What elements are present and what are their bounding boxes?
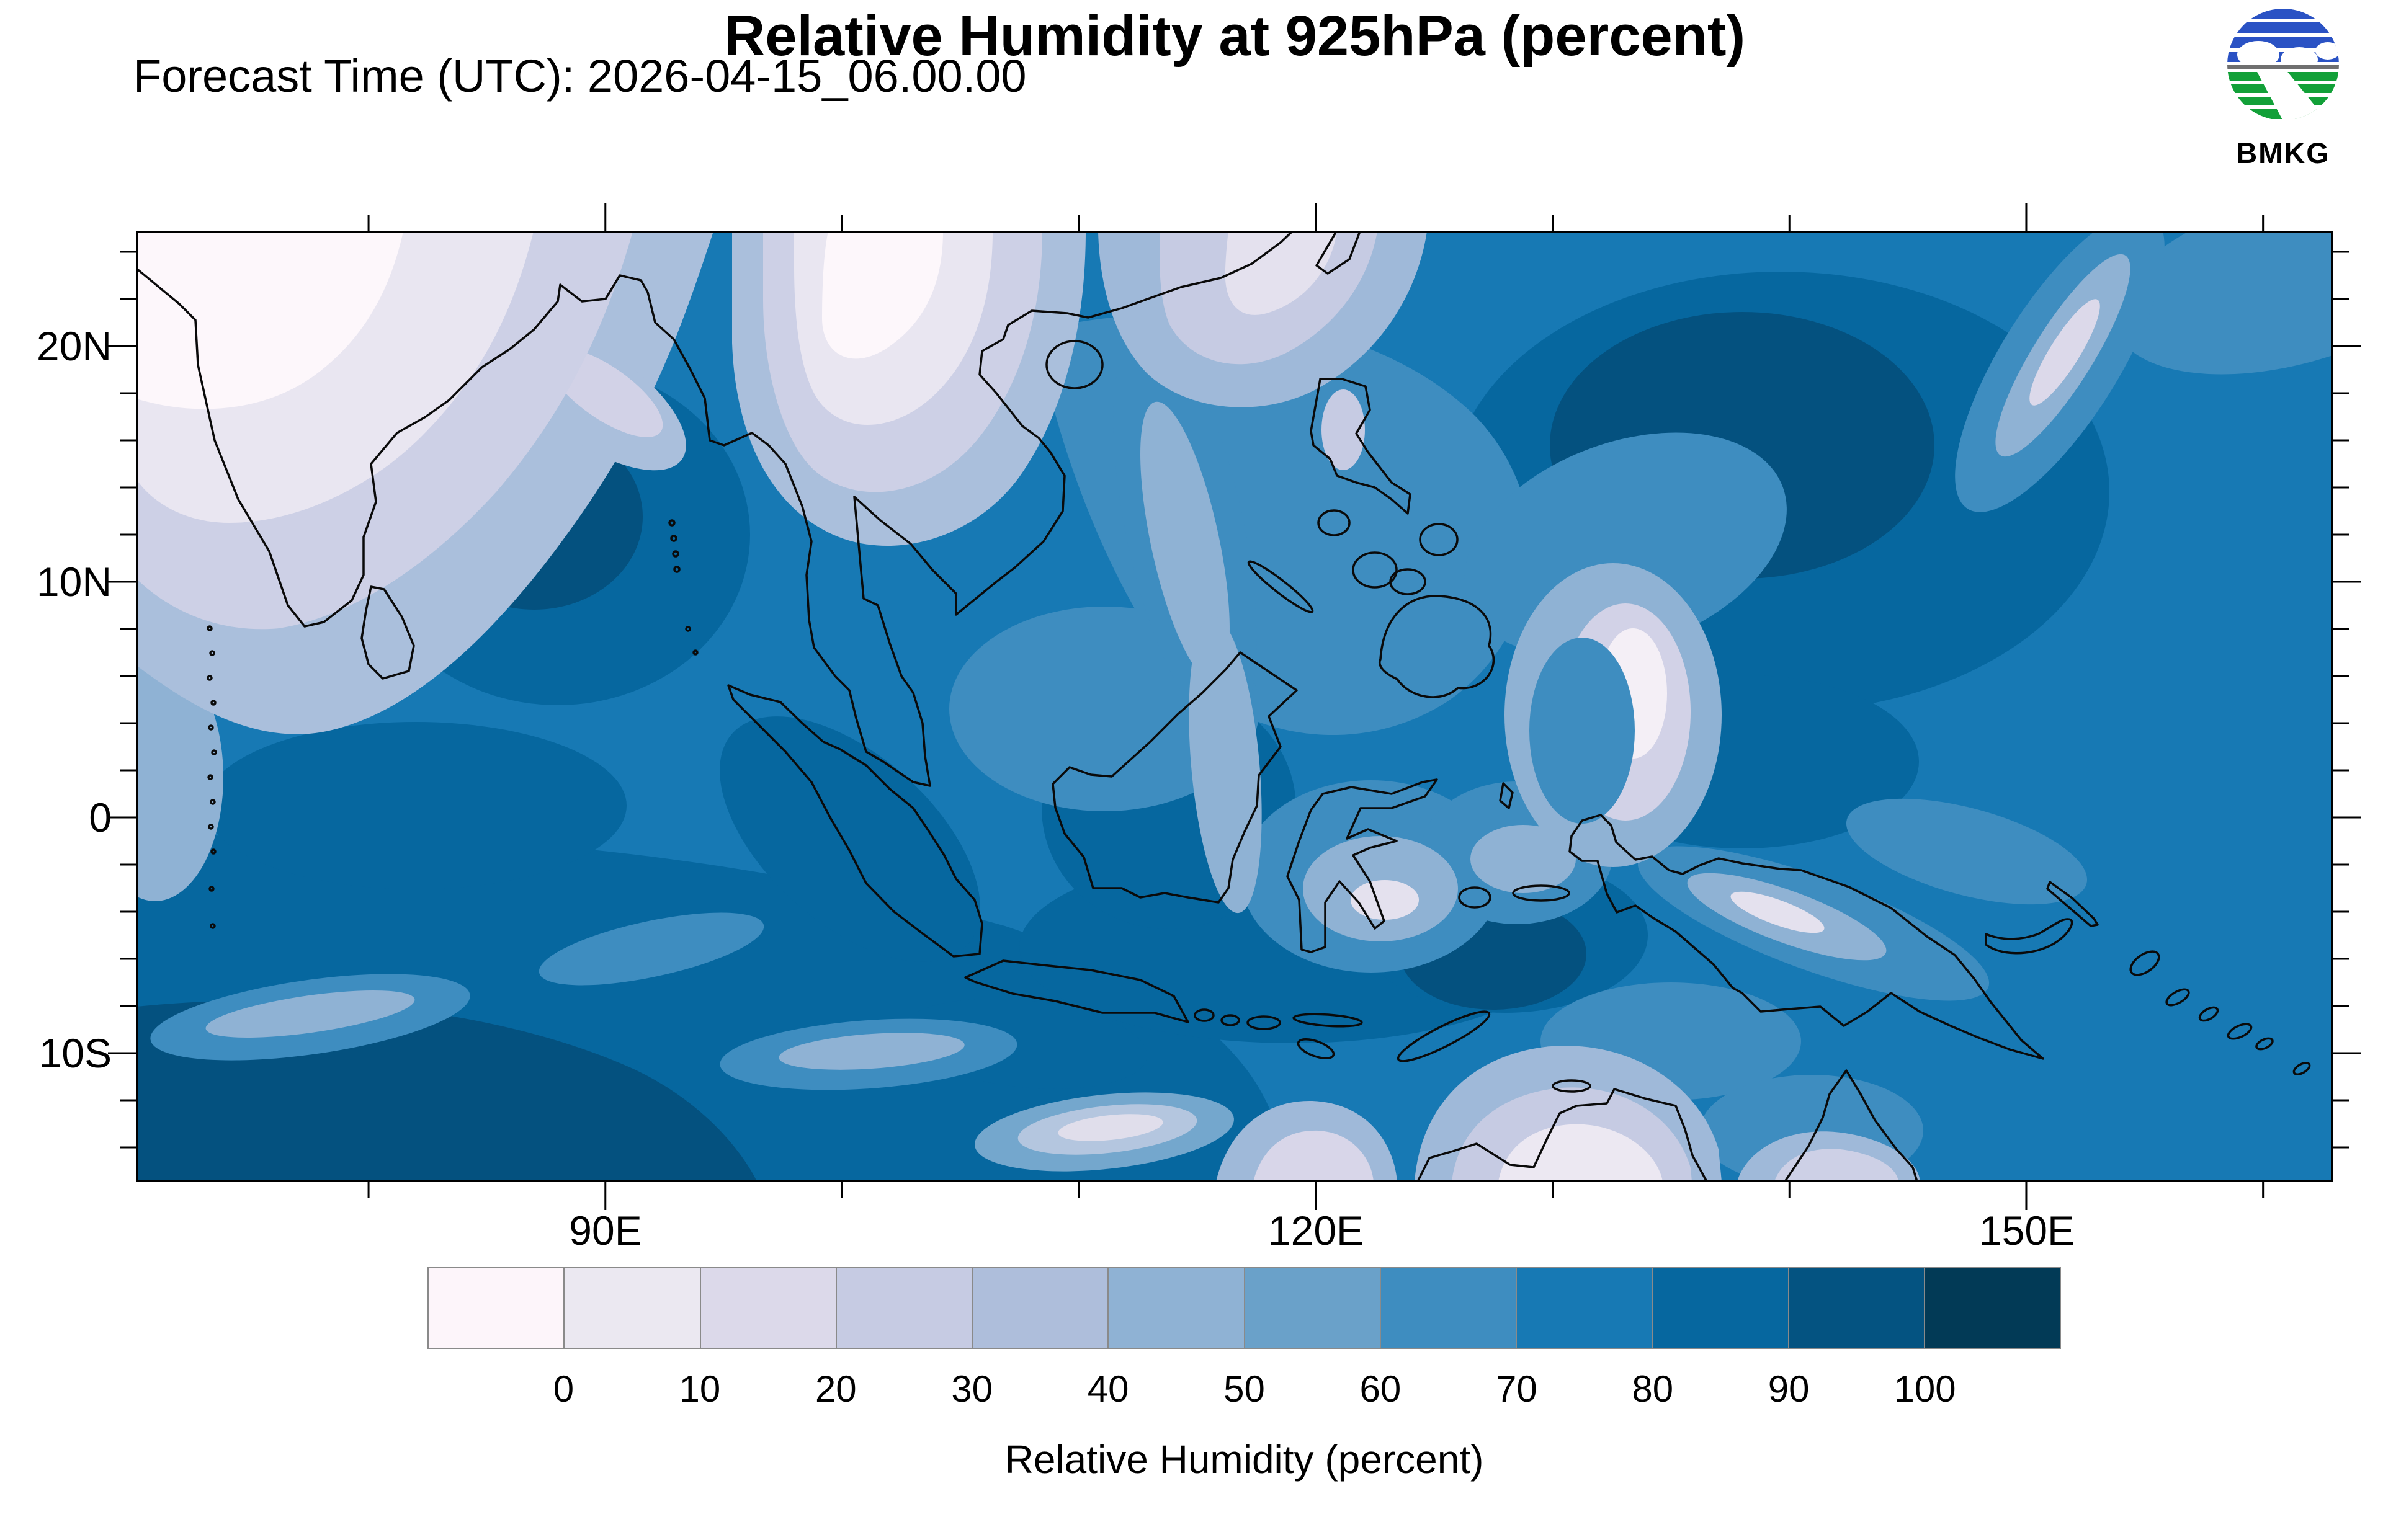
colorbar-cell-5 (1109, 1268, 1245, 1348)
bmkg-logo: BMKG (2221, 7, 2345, 170)
y-tick-label-10s: 10S (38, 1030, 112, 1076)
colorbar-cell-0 (429, 1268, 565, 1348)
colorbar-tick-label: 40 (1087, 1368, 1129, 1410)
colorbar-tick-label: 70 (1495, 1368, 1537, 1410)
colorbar-cell-9 (1653, 1268, 1789, 1348)
colorbar-title: Relative Humidity (percent) (1004, 1437, 1484, 1482)
colorbar-tick-label: 90 (1768, 1368, 1810, 1410)
colorbar-cell-6 (1245, 1268, 1381, 1348)
colorbar-tick-label: 10 (679, 1368, 721, 1410)
y-tick-label-20n: 20N (36, 323, 112, 369)
colorbar-tick-label: 80 (1632, 1368, 1674, 1410)
humidity-map (136, 231, 2333, 1182)
x-tick-label-120e: 120E (1268, 1208, 1364, 1253)
coastlines (136, 231, 2311, 1182)
x-tick-label-150e: 150E (1978, 1208, 2075, 1253)
colorbar-cell-2 (700, 1268, 837, 1348)
colorbar-cell-3 (836, 1268, 973, 1348)
bmkg-logo-text: BMKG (2236, 136, 2330, 169)
colorbar-cell-4 (973, 1268, 1109, 1348)
colorbar-cell-10 (1789, 1268, 1925, 1348)
colorbar-cells (429, 1268, 2060, 1348)
colorbar-tick-label: 0 (553, 1368, 575, 1410)
colorbar-tick-label: 100 (1893, 1368, 1956, 1410)
x-tick-label-90e: 90E (569, 1208, 642, 1253)
colorbar-cell-8 (1517, 1268, 1653, 1348)
colorbar-tick-label: 60 (1359, 1368, 1402, 1410)
colorbar-tick-label: 30 (951, 1368, 993, 1410)
page-title: Relative Humidity at 925hPa (percent) (723, 4, 1746, 68)
colorbar-cell-11 (1925, 1268, 2060, 1348)
colorbar-tick-label: 20 (815, 1368, 857, 1410)
colorbar-tick-label: 50 (1223, 1368, 1265, 1410)
field-layer (136, 231, 2333, 1182)
colorbar (427, 1267, 2061, 1349)
forecast-time-label: Forecast Time (UTC): 2026-04-15_06.00.00 (133, 50, 1027, 102)
colorbar-tick-labels: 0 10 20 30 40 50 60 70 80 90 100 (427, 1368, 2061, 1411)
y-tick-label-10n: 10N (36, 559, 112, 605)
colorbar-cell-1 (565, 1268, 701, 1348)
y-tick-label-0: 0 (89, 794, 112, 840)
bmkg-logo-icon (2227, 9, 2339, 120)
colorbar-cell-7 (1380, 1268, 1517, 1348)
map-frame (136, 231, 2333, 1182)
